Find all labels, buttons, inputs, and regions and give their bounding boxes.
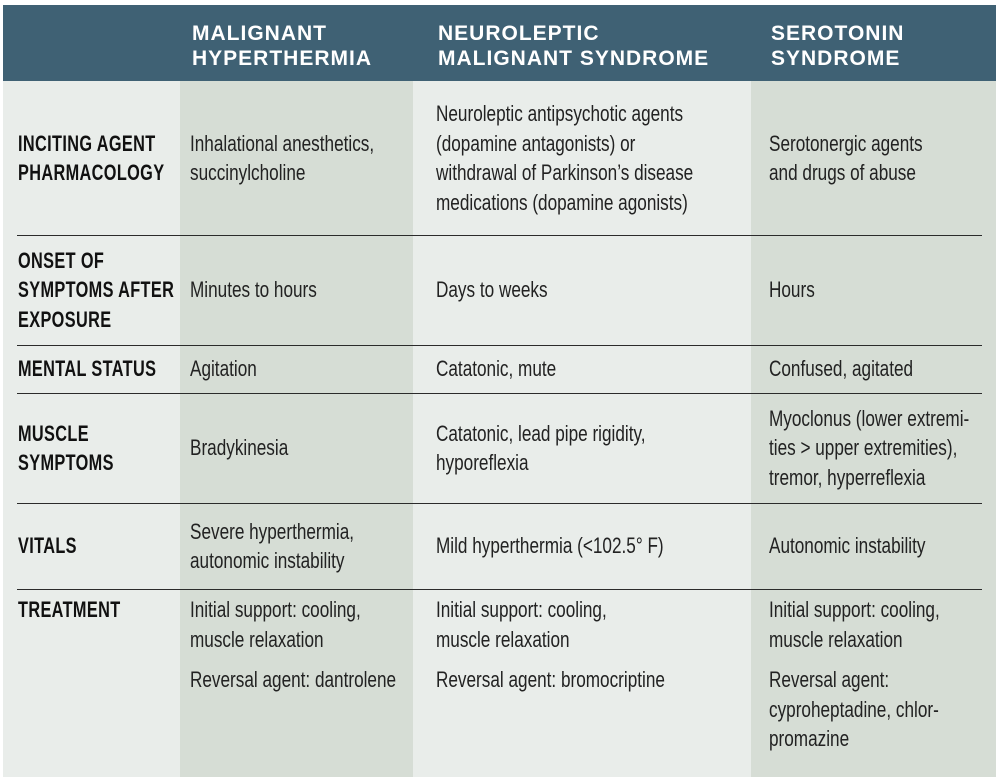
label-line: SYMPTOMS AFTER xyxy=(18,277,175,303)
cell-line: hyporeflexia xyxy=(436,450,529,475)
cell-line: withdrawal of Parkinson’s disease xyxy=(436,160,694,185)
header-line: MALIGNANT xyxy=(192,22,327,45)
table-cell: Confused, agitated xyxy=(769,345,999,393)
shaded-column-malignant-hyperthermia xyxy=(180,81,413,777)
cell-line: tremor, hyperreflexia xyxy=(769,464,926,490)
cell-line: Agitation xyxy=(190,356,257,382)
cell-line: autonomic instability xyxy=(190,548,345,573)
cell-line: Inhalational anesthetics, xyxy=(190,130,375,156)
cell-line: Severe hyperthermia, xyxy=(190,518,355,544)
label-line: VITALS xyxy=(18,533,77,559)
shaded-column-serotonin-syndrome xyxy=(751,81,996,777)
cell-line: and drugs of abuse xyxy=(769,160,916,185)
cell-line: cyproheptadine, chlor- xyxy=(769,696,939,722)
label-line: EXPOSURE xyxy=(18,306,112,332)
cell-line: Catatonic, mute xyxy=(436,356,557,382)
table-row: MENTAL STATUS Agitation Catatonic, mute Con… xyxy=(3,345,996,393)
table-header: MALIGNANT HYPERTHERMIA NEUROLEPTIC MALIGNAN… xyxy=(3,5,996,81)
table-cell: Serotonergic agents and drugs of abuse xyxy=(769,81,999,235)
cell-line: Myoclonus (lower extremi- xyxy=(769,405,970,431)
header-serotonin-syndrome: SEROTONIN SYNDROME xyxy=(771,21,904,71)
header-line: SEROTONIN xyxy=(771,22,905,45)
cell-line: Initial support: cooling, xyxy=(436,597,607,622)
row-divider xyxy=(17,235,982,236)
row-label: TREATMENT xyxy=(18,589,178,777)
label-line: PHARMACOLOGY xyxy=(18,160,165,185)
table-cell: Catatonic, mute xyxy=(436,345,666,393)
table-row: VITALS Severe hyperthermia, autonomic inst… xyxy=(3,503,996,589)
cell-line: Reversal agent: dantrolene xyxy=(190,667,397,692)
cell-line: Minutes to hours xyxy=(190,277,317,303)
label-line: INCITING AGENT xyxy=(18,130,156,156)
header-line: SYNDROME xyxy=(771,47,901,70)
table-cell: Mild hyperthermia (<102.5° F) xyxy=(436,503,666,589)
cell-line: ties > upper extremities), xyxy=(769,435,958,461)
cell-line: Catatonic, lead pipe rigidity, xyxy=(436,420,646,446)
table-cell: Minutes to hours xyxy=(190,235,420,345)
table-row: ONSET OF SYMPTOMS AFTER EXPOSURE Minutes to… xyxy=(3,235,996,345)
row-label: MENTAL STATUS xyxy=(18,345,178,393)
label-line: MUSCLE xyxy=(18,420,89,446)
cell-line: medications (dopamine agonists) xyxy=(436,189,688,215)
cell-line: Bradykinesia xyxy=(190,435,289,461)
cell-line: Hours xyxy=(769,277,815,303)
table-cell: Days to weeks xyxy=(436,235,666,345)
cell-line: Autonomic instability xyxy=(769,533,926,559)
cell-line: Reversal agent: bromocriptine xyxy=(436,667,665,692)
table-cell: Initial support: cooling, muscle relaxati… xyxy=(190,589,420,777)
header-line: MALIGNANT SYNDROME xyxy=(438,47,710,70)
table-cell: Bradykinesia xyxy=(190,393,420,503)
comparison-table: MALIGNANT HYPERTHERMIA NEUROLEPTIC MALIGNAN… xyxy=(3,5,996,777)
label-line: SYMPTOMS xyxy=(18,450,114,475)
row-divider xyxy=(17,503,982,504)
row-label: INCITING AGENT PHARMACOLOGY xyxy=(18,81,178,235)
table-cell: Severe hyperthermia, autonomic instabilit… xyxy=(190,503,420,589)
cell-line: muscle relaxation xyxy=(769,626,903,652)
table-cell: Catatonic, lead pipe rigidity, hyporeflex… xyxy=(436,393,666,503)
header-line: HYPERTHERMIA xyxy=(192,47,373,70)
cell-line: Days to weeks xyxy=(436,277,548,303)
cell-line: (dopamine antagonists) or xyxy=(436,130,636,156)
cell-line: Neuroleptic antipsychotic agents xyxy=(436,101,684,126)
table-row: MUSCLE SYMPTOMS Bradykinesia Catatonic, lea… xyxy=(3,393,996,503)
label-line: ONSET OF xyxy=(18,247,105,273)
table-cell: Autonomic instability xyxy=(769,503,999,589)
cell-line: muscle relaxation xyxy=(190,626,324,652)
cell-line: Mild hyperthermia (<102.5° F) xyxy=(436,533,664,559)
row-label: ONSET OF SYMPTOMS AFTER EXPOSURE xyxy=(18,235,178,345)
header-line: NEUROLEPTIC xyxy=(438,22,600,45)
table-cell: Initial support: cooling, muscle relaxati… xyxy=(436,589,666,777)
table-cell: Inhalational anesthetics, succinylcholine xyxy=(190,81,420,235)
row-divider xyxy=(17,589,982,590)
label-line: MENTAL STATUS xyxy=(18,356,157,382)
table-row: INCITING AGENT PHARMACOLOGY Inhalational a… xyxy=(3,81,996,235)
row-label: VITALS xyxy=(18,503,178,589)
table-cell: Hours xyxy=(769,235,999,345)
label-line: TREATMENT xyxy=(18,597,121,622)
header-neuroleptic-malignant-syndrome: NEUROLEPTIC MALIGNANT SYNDROME xyxy=(438,21,709,71)
table-row: TREATMENT Initial support: cooling, muscle… xyxy=(3,589,996,777)
cell-line: succinylcholine xyxy=(190,160,306,185)
table-cell: Agitation xyxy=(190,345,420,393)
cell-line: promazine xyxy=(769,726,850,751)
row-label: MUSCLE SYMPTOMS xyxy=(18,393,178,503)
cell-line: Initial support: cooling, xyxy=(190,597,361,622)
cell-line: Serotonergic agents xyxy=(769,130,923,156)
row-divider xyxy=(17,345,982,346)
cell-line: Confused, agitated xyxy=(769,356,914,382)
table-cell: Neuroleptic antipsychotic agents (dopamin… xyxy=(436,81,694,235)
row-divider xyxy=(17,393,982,394)
cell-line: muscle relaxation xyxy=(436,626,570,652)
table-cell: Initial support: cooling, muscle relaxati… xyxy=(769,589,999,777)
header-malignant-hyperthermia: MALIGNANT HYPERTHERMIA xyxy=(192,21,372,71)
cell-line: Reversal agent: xyxy=(769,667,890,692)
cell-line: Initial support: cooling, xyxy=(769,597,940,622)
table-cell: Myoclonus (lower extremi-ties > upper ex… xyxy=(769,393,999,503)
